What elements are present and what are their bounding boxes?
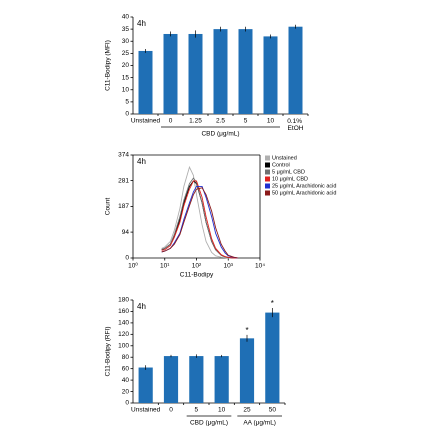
y-tick-label: 30 [122, 38, 130, 45]
x-tick-label: Unstained [131, 118, 161, 125]
significance-mark: * [245, 326, 248, 335]
legend-swatch [265, 183, 270, 189]
y-tick-label: 374 [118, 152, 129, 159]
x-tick-label: 10 [267, 118, 275, 125]
x-tick-label: 10² [192, 263, 202, 270]
legend-label: 25 μg/mL Arachidonic acid [272, 183, 336, 189]
x-tick-label: Unstained [131, 407, 161, 414]
x-tick-label: 10¹ [160, 263, 170, 270]
y-tick-label: 10 [122, 86, 130, 93]
legend-label: Unstained [272, 155, 297, 161]
bar [138, 50, 153, 114]
x-tick-label: 10⁰ [128, 262, 138, 270]
x-tick-label: 5 [244, 118, 248, 125]
y-tick-label: 160 [118, 308, 129, 315]
y-tick-label: 100 [118, 342, 129, 349]
x-tick-label: 10³ [224, 263, 234, 270]
histogram-line [161, 185, 238, 259]
x-tick-label: 0 [169, 407, 173, 414]
x-tick-label: 2.5 [216, 118, 225, 125]
panel-annotation: 4h [137, 302, 146, 311]
y-tick-label: 60 [122, 365, 130, 372]
y-tick-label: 35 [122, 26, 130, 33]
y-tick-label: 80 [122, 354, 130, 361]
bar [189, 356, 204, 403]
legend-label: 5 μg/mL CBD [272, 169, 305, 175]
y-tick-label: 0 [125, 400, 129, 407]
legend-swatch [265, 169, 270, 175]
group-label: AA (μg/mL) [243, 420, 276, 427]
bar [214, 356, 229, 403]
bar [263, 36, 278, 114]
bar [163, 356, 179, 403]
x-tick-label: 10 [218, 407, 226, 414]
y-tick-label: 40 [122, 14, 130, 21]
y-tick-label: 120 [118, 331, 129, 338]
bar [138, 367, 153, 403]
group-label: CBD (μg/mL) [201, 131, 239, 138]
y-tick-label: 94 [122, 229, 130, 236]
x-tick-label: 25 [243, 407, 251, 414]
x-tick-label: 5 [195, 407, 199, 414]
x-axis-label: C11-Bodipy [180, 272, 214, 279]
y-tick-label: 0 [125, 255, 129, 262]
legend-swatch [265, 176, 270, 182]
bar [163, 33, 178, 114]
legend-label: 10 μg/mL CBD [272, 176, 308, 182]
x-tick-label: 50 [269, 407, 277, 414]
bar [213, 29, 228, 114]
bar [239, 338, 255, 403]
y-tick-label: 281 [118, 177, 129, 184]
panel-annotation: 4h [137, 157, 146, 166]
histogram-line [161, 165, 238, 259]
legend-swatch [265, 162, 270, 168]
legend-label: 50 μg/mL Arachidonic acid [272, 190, 336, 196]
panel-annotation: 4h [137, 19, 146, 28]
legend-swatch [265, 190, 270, 196]
significance-mark: * [271, 299, 274, 308]
x-tick-label: 0 [169, 118, 173, 125]
y-tick-label: 20 [122, 62, 130, 69]
y-tick-label: 5 [125, 99, 129, 106]
bar [265, 312, 280, 403]
bar [288, 26, 303, 115]
legend-swatch [265, 155, 270, 161]
histogram-line [161, 187, 238, 259]
y-axis-label: Count [105, 198, 112, 216]
y-tick-label: 187 [118, 203, 129, 210]
legend-label: Control [272, 162, 290, 168]
x-tick-label: 0.1% EtOH [287, 118, 304, 132]
y-tick-label: 0 [125, 111, 129, 118]
bar [188, 33, 203, 114]
y-axis-label: C11-Bodipy (RFI) [105, 326, 112, 376]
bar [238, 29, 253, 114]
y-axis-label: C11-Bodipy (MFI) [105, 40, 112, 91]
y-tick-label: 15 [122, 74, 130, 81]
x-tick-label: 1.25 [189, 118, 202, 125]
x-tick-label: 10⁴ [255, 263, 265, 270]
group-label: CBD (μg/mL) [190, 420, 228, 427]
y-tick-label: 40 [122, 377, 130, 384]
y-tick-label: 140 [118, 320, 129, 327]
y-tick-label: 180 [118, 297, 129, 304]
y-tick-label: 20 [122, 388, 130, 395]
histogram-line [161, 180, 238, 259]
y-tick-label: 25 [122, 50, 130, 57]
